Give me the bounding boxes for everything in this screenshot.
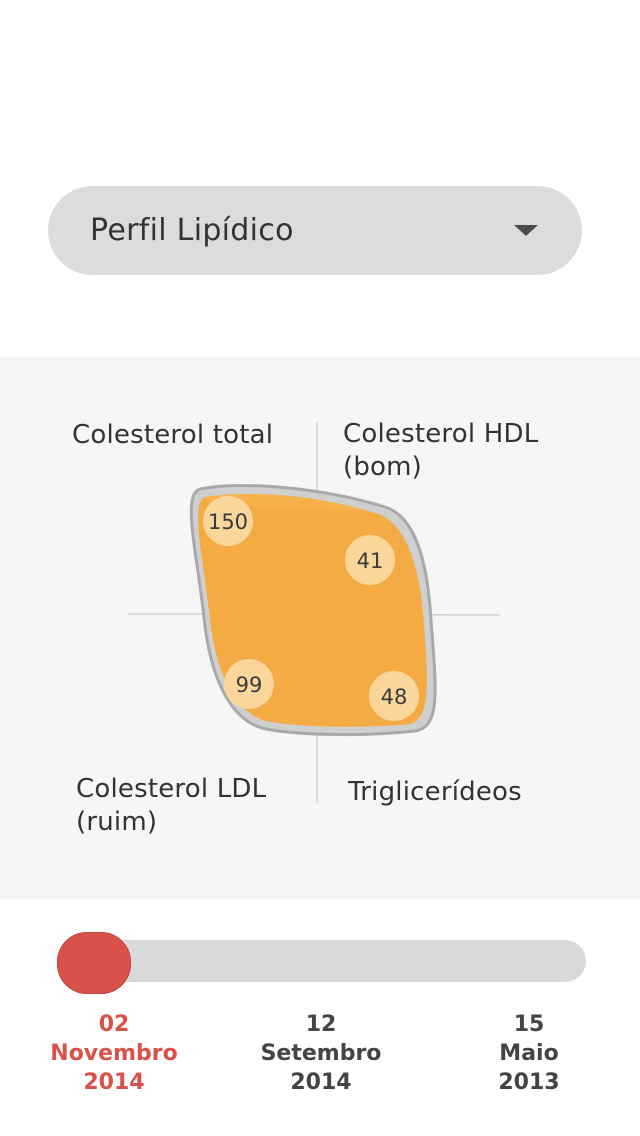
svg-text:48: 48 xyxy=(381,685,408,709)
svg-text:41: 41 xyxy=(357,549,384,573)
lipid-radar-chart: 150 41 99 48 xyxy=(127,422,501,803)
label-triglycerides: Triglicerídeos xyxy=(348,777,522,807)
exam-type-dropdown[interactable]: Perfil Lipídico xyxy=(48,186,582,275)
value-badge-trig: 48 xyxy=(369,671,419,721)
date-option-1[interactable]: 02 Novembro 2014 xyxy=(29,1010,199,1097)
date-month: Setembro xyxy=(260,1041,382,1066)
label-total-cholesterol: Colesterol total xyxy=(72,420,274,450)
label-hdl-cholesterol: Colesterol HDL (bom) xyxy=(343,419,539,482)
data-shape-highlight xyxy=(205,493,378,514)
date-year: 2014 xyxy=(83,1070,145,1095)
date-year: 2014 xyxy=(290,1070,352,1095)
date-slider-thumb[interactable] xyxy=(57,932,131,994)
date-slider-track[interactable] xyxy=(60,940,586,982)
label-ldl-cholesterol: Colesterol LDL (ruim) xyxy=(76,774,267,837)
date-day: 15 xyxy=(513,1012,545,1037)
dropdown-label: Perfil Lipídico xyxy=(90,213,294,248)
svg-text:150: 150 xyxy=(208,510,248,534)
caret-down-icon xyxy=(514,225,538,236)
date-day: 02 xyxy=(98,1012,130,1037)
date-option-3[interactable]: 15 Maio 2013 xyxy=(444,1010,614,1097)
value-badge-hdl: 41 xyxy=(345,535,395,585)
date-month: Maio xyxy=(499,1041,559,1066)
date-month: Novembro xyxy=(50,1041,178,1066)
value-badge-ldl: 99 xyxy=(224,659,274,709)
value-badge-total: 150 xyxy=(203,496,253,546)
date-day: 12 xyxy=(305,1012,337,1037)
lipid-chart-panel: 150 41 99 48 Colesterol total Colesterol… xyxy=(0,357,640,899)
date-year: 2013 xyxy=(498,1070,560,1095)
svg-text:99: 99 xyxy=(236,673,263,697)
date-option-2[interactable]: 12 Setembro 2014 xyxy=(236,1010,406,1097)
